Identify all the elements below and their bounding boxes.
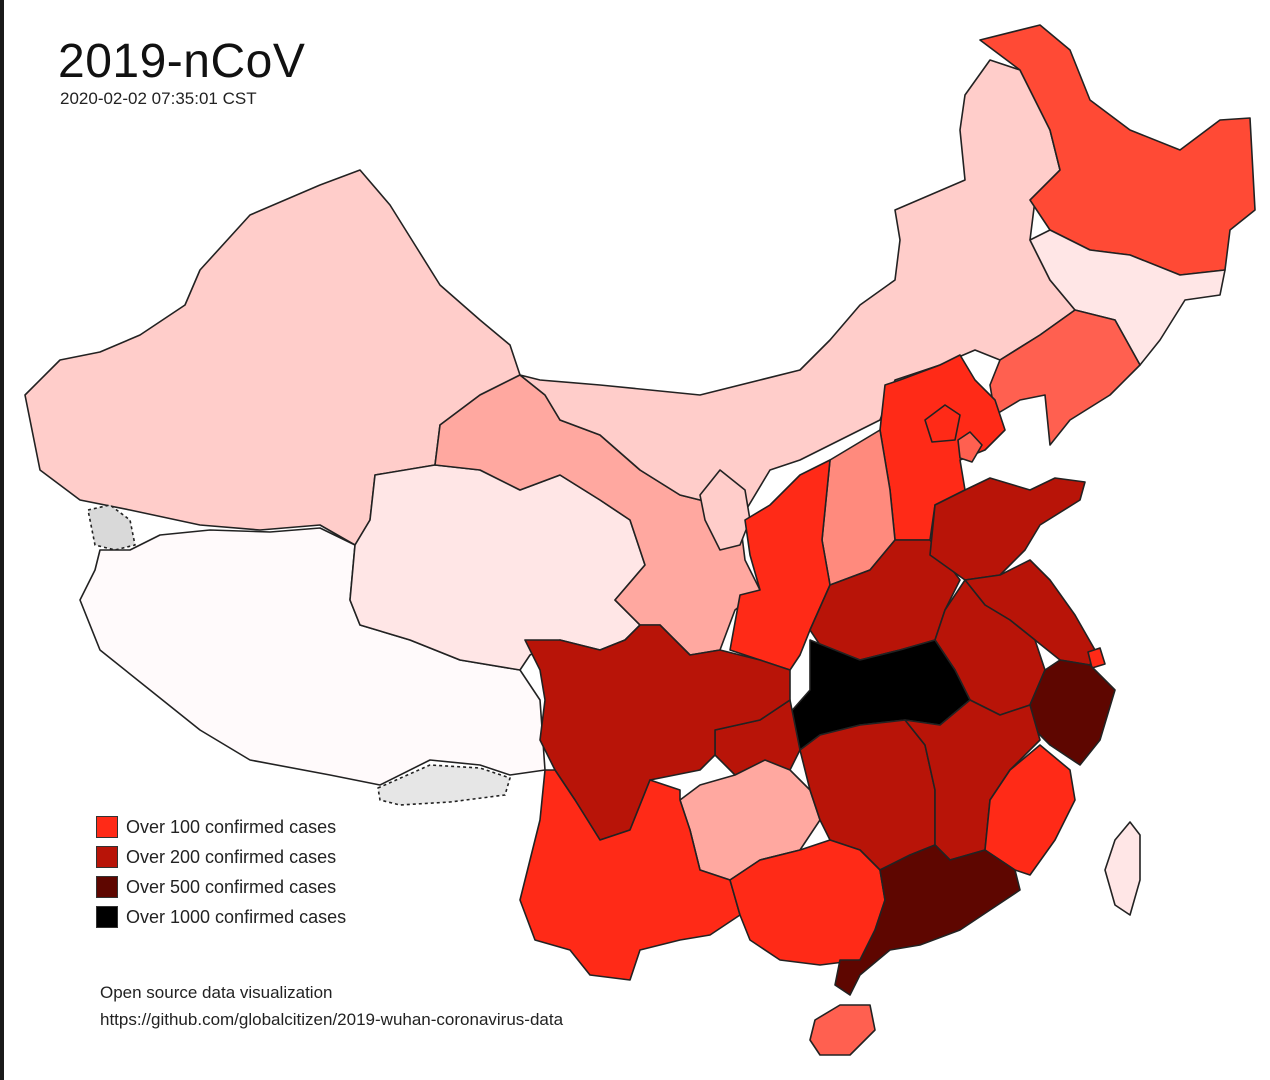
- legend-label-over-1000: Over 1000 confirmed cases: [126, 906, 347, 927]
- province-beijing[interactable]: [924, 404, 961, 443]
- legend-item-over-200: Over 200 confirmed cases: [96, 842, 346, 872]
- credit-text: Open source data visualization: [100, 983, 333, 1002]
- province-shanghai[interactable]: [1087, 647, 1106, 669]
- credit-link[interactable]: https://github.com/globalcitizen/2019-wu…: [100, 1010, 564, 1029]
- legend-item-over-500: Over 500 confirmed cases: [96, 872, 346, 902]
- legend-label-over-100: Over 100 confirmed cases: [126, 816, 337, 837]
- province-tianjin[interactable]: [957, 431, 983, 463]
- province-taiwan[interactable]: [1104, 821, 1141, 916]
- window-edge: [0, 0, 4, 1080]
- region-disputed-south: [377, 764, 511, 806]
- legend-swatch-over-200: [96, 846, 118, 868]
- province-guangdong[interactable]: [834, 844, 1021, 996]
- province-hainan[interactable]: [809, 1004, 876, 1056]
- province-sichuan[interactable]: [524, 624, 791, 841]
- province-ningxia[interactable]: [699, 469, 751, 551]
- legend-item-over-1000: Over 1000 confirmed cases: [96, 902, 346, 932]
- legend-swatch-over-1000: [96, 906, 118, 928]
- legend: Over 100 confirmed cases Over 200 confir…: [96, 812, 346, 932]
- province-xinjiang[interactable]: [24, 169, 521, 546]
- region-disputed-west: [87, 504, 136, 551]
- map-timestamp: 2020-02-02 07:35:01 CST: [60, 89, 257, 108]
- legend-swatch-over-500: [96, 876, 118, 898]
- province-heilongjiang[interactable]: [979, 24, 1256, 276]
- legend-swatch-over-100: [96, 816, 118, 838]
- map-title: 2019-nCoV: [58, 35, 306, 88]
- legend-label-over-200: Over 200 confirmed cases: [126, 846, 337, 867]
- legend-item-over-100: Over 100 confirmed cases: [96, 812, 346, 842]
- legend-label-over-500: Over 500 confirmed cases: [126, 876, 337, 897]
- credit-block: Open source data visualization https://g…: [100, 979, 563, 1033]
